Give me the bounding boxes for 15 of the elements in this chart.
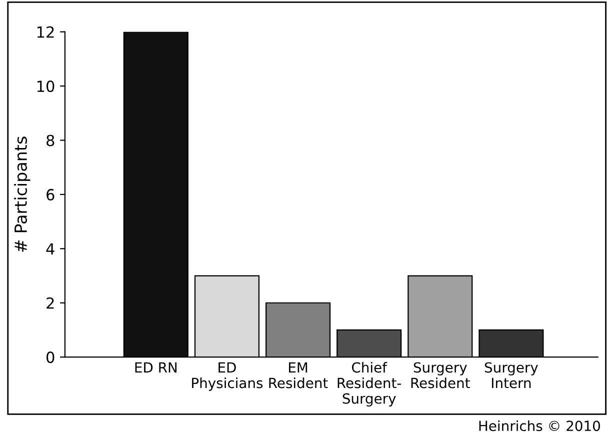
y-tick-label: 10: [37, 80, 54, 92]
text: Heinrichs © 2010: [479, 420, 600, 432]
x-tick-label: ED Physicians: [192, 362, 263, 391]
x-tick-label: ED RN: [135, 362, 177, 372]
y-tick-label: 8: [46, 134, 54, 146]
y-tick-label: 6: [46, 188, 54, 200]
x-tick-label: Surgery Intern: [484, 362, 538, 388]
y-tick-label: 12: [37, 26, 54, 38]
x-tick-label: Surgery Resident: [411, 362, 470, 388]
y-tick-label: 0: [46, 352, 54, 364]
y-axis-title: # Participants: [14, 136, 30, 252]
x-tick-label: EM Resident: [269, 362, 328, 388]
y-tick-label: 4: [46, 243, 54, 254]
x-tick-label: Chief Resident- Surgery: [338, 362, 402, 406]
y-tick-label: 2: [46, 297, 54, 309]
